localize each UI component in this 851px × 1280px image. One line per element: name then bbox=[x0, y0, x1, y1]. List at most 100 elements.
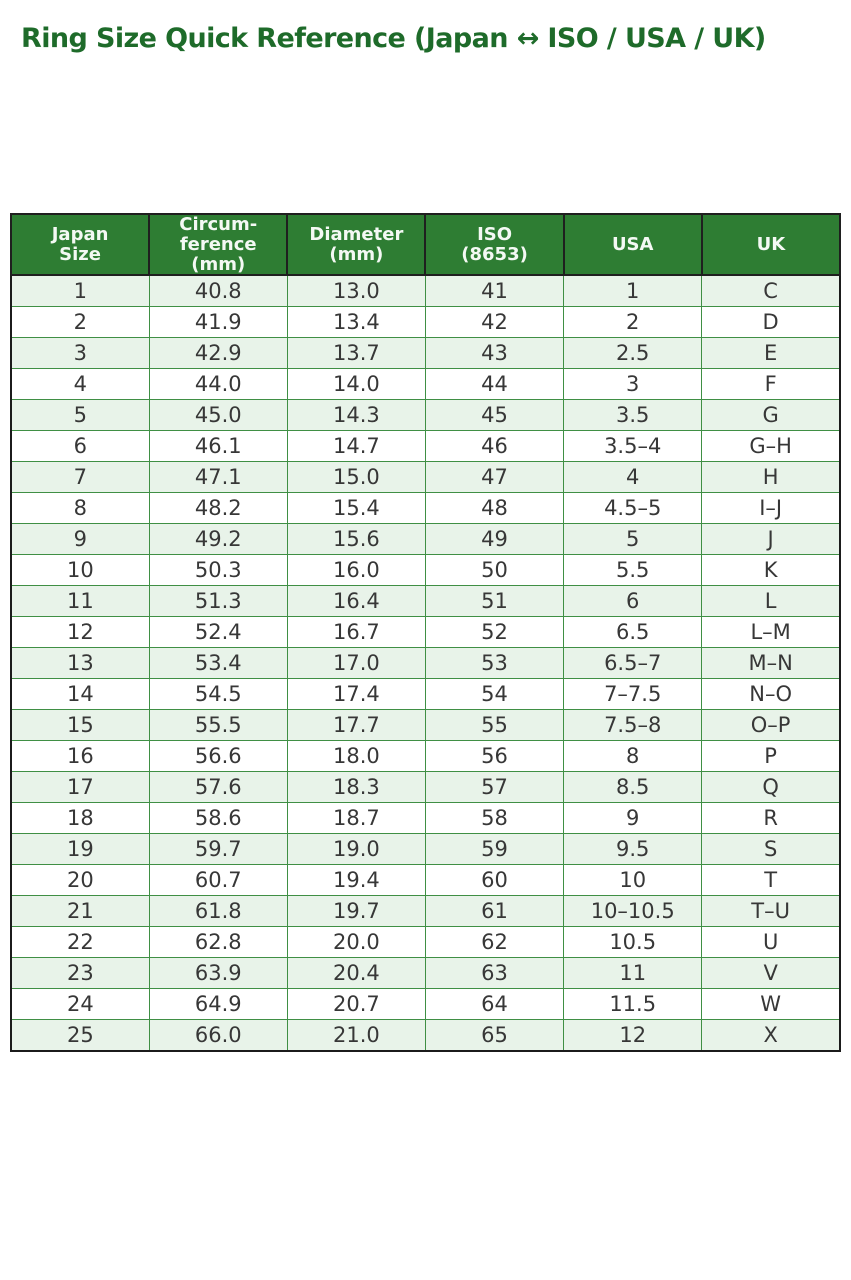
cell-iso-8653: 57 bbox=[424, 771, 565, 804]
cell-circumference-mm: 66.0 bbox=[148, 1019, 288, 1052]
cell-diameter-mm: 13.7 bbox=[286, 337, 426, 370]
table-row: 14 54.5 17.4 54 7–7.5 N–O bbox=[10, 678, 841, 711]
table-row: 20 60.7 19.4 60 10 T bbox=[10, 864, 841, 897]
table-row: 19 59.7 19.0 59 9.5 S bbox=[10, 833, 841, 866]
cell-uk: L bbox=[701, 585, 841, 618]
table-row: 10 50.3 16.0 50 5.5 K bbox=[10, 554, 841, 587]
cell-usa: 8 bbox=[563, 740, 703, 773]
cell-iso-8653: 63 bbox=[424, 957, 565, 990]
table-row: 15 55.5 17.7 55 7.5–8 O–P bbox=[10, 709, 841, 742]
table-row: 5 45.0 14.3 45 3.5 G bbox=[10, 399, 841, 432]
cell-japan-size: 5 bbox=[10, 399, 150, 432]
table-row: 7 47.1 15.0 47 4 H bbox=[10, 461, 841, 494]
cell-uk: U bbox=[701, 926, 841, 959]
cell-diameter-mm: 15.6 bbox=[286, 523, 426, 556]
table-row: 12 52.4 16.7 52 6.5 L–M bbox=[10, 616, 841, 649]
cell-diameter-mm: 18.3 bbox=[286, 771, 426, 804]
cell-iso-8653: 41 bbox=[424, 274, 565, 308]
cell-usa: 10 bbox=[563, 864, 703, 897]
cell-usa: 9.5 bbox=[563, 833, 703, 866]
cell-usa: 7.5–8 bbox=[563, 709, 703, 742]
cell-iso-8653: 60 bbox=[424, 864, 565, 897]
cell-usa: 6.5 bbox=[563, 616, 703, 649]
cell-circumference-mm: 54.5 bbox=[148, 678, 288, 711]
col-header-uk: UK bbox=[700, 212, 842, 277]
cell-iso-8653: 61 bbox=[424, 895, 565, 928]
cell-japan-size: 13 bbox=[10, 647, 150, 680]
col-header-japan-size: Japan Size bbox=[9, 212, 151, 277]
cell-diameter-mm: 14.0 bbox=[286, 368, 426, 401]
cell-circumference-mm: 56.6 bbox=[148, 740, 288, 773]
cell-uk: N–O bbox=[701, 678, 841, 711]
cell-usa: 1 bbox=[563, 274, 703, 308]
cell-circumference-mm: 41.9 bbox=[148, 306, 288, 339]
cell-uk: M–N bbox=[701, 647, 841, 680]
cell-uk: C bbox=[701, 274, 841, 308]
cell-diameter-mm: 21.0 bbox=[286, 1019, 426, 1052]
cell-usa: 10.5 bbox=[563, 926, 703, 959]
cell-iso-8653: 44 bbox=[424, 368, 565, 401]
cell-uk: P bbox=[701, 740, 841, 773]
cell-uk: S bbox=[701, 833, 841, 866]
cell-diameter-mm: 15.0 bbox=[286, 461, 426, 494]
cell-circumference-mm: 59.7 bbox=[148, 833, 288, 866]
col-header-diameter: Diameter (mm) bbox=[286, 212, 427, 277]
cell-japan-size: 7 bbox=[10, 461, 150, 494]
cell-usa: 3 bbox=[563, 368, 703, 401]
cell-japan-size: 8 bbox=[10, 492, 150, 525]
cell-circumference-mm: 46.1 bbox=[148, 430, 288, 463]
col-header-circumference: Circum- ference (mm) bbox=[148, 212, 289, 277]
cell-japan-size: 17 bbox=[10, 771, 150, 804]
cell-iso-8653: 64 bbox=[424, 988, 565, 1021]
cell-iso-8653: 59 bbox=[424, 833, 565, 866]
cell-japan-size: 12 bbox=[10, 616, 150, 649]
cell-diameter-mm: 13.4 bbox=[286, 306, 426, 339]
cell-usa: 4.5–5 bbox=[563, 492, 703, 525]
cell-circumference-mm: 58.6 bbox=[148, 802, 288, 835]
cell-usa: 2 bbox=[563, 306, 703, 339]
cell-circumference-mm: 63.9 bbox=[148, 957, 288, 990]
cell-uk: X bbox=[701, 1019, 841, 1052]
cell-iso-8653: 48 bbox=[424, 492, 565, 525]
cell-usa: 6.5–7 bbox=[563, 647, 703, 680]
cell-japan-size: 1 bbox=[10, 274, 150, 308]
table-row: 17 57.6 18.3 57 8.5 Q bbox=[10, 771, 841, 804]
cell-diameter-mm: 17.7 bbox=[286, 709, 426, 742]
cell-iso-8653: 52 bbox=[424, 616, 565, 649]
cell-uk: G bbox=[701, 399, 841, 432]
cell-japan-size: 20 bbox=[10, 864, 150, 897]
cell-uk: W bbox=[701, 988, 841, 1021]
cell-diameter-mm: 19.4 bbox=[286, 864, 426, 897]
cell-circumference-mm: 42.9 bbox=[148, 337, 288, 370]
cell-uk: G–H bbox=[701, 430, 841, 463]
table-row: 16 56.6 18.0 56 8 P bbox=[10, 740, 841, 773]
table-row: 4 44.0 14.0 44 3 F bbox=[10, 368, 841, 401]
cell-iso-8653: 46 bbox=[424, 430, 565, 463]
table-row: 9 49.2 15.6 49 5 J bbox=[10, 523, 841, 556]
col-header-usa: USA bbox=[562, 212, 703, 277]
cell-japan-size: 2 bbox=[10, 306, 150, 339]
cell-diameter-mm: 20.0 bbox=[286, 926, 426, 959]
cell-circumference-mm: 62.8 bbox=[148, 926, 288, 959]
cell-japan-size: 24 bbox=[10, 988, 150, 1021]
cell-diameter-mm: 19.7 bbox=[286, 895, 426, 928]
cell-usa: 4 bbox=[563, 461, 703, 494]
cell-circumference-mm: 48.2 bbox=[148, 492, 288, 525]
cell-uk: E bbox=[701, 337, 841, 370]
cell-usa: 3.5 bbox=[563, 399, 703, 432]
cell-usa: 9 bbox=[563, 802, 703, 835]
col-header-iso: ISO (8653) bbox=[424, 212, 565, 277]
cell-usa: 11.5 bbox=[563, 988, 703, 1021]
cell-diameter-mm: 14.3 bbox=[286, 399, 426, 432]
cell-diameter-mm: 18.7 bbox=[286, 802, 426, 835]
cell-uk: V bbox=[701, 957, 841, 990]
cell-diameter-mm: 16.7 bbox=[286, 616, 426, 649]
cell-usa: 10–10.5 bbox=[563, 895, 703, 928]
table-row: 21 61.8 19.7 61 10–10.5 T–U bbox=[10, 895, 841, 928]
table-row: 6 46.1 14.7 46 3.5–4 G–H bbox=[10, 430, 841, 463]
cell-iso-8653: 42 bbox=[424, 306, 565, 339]
cell-diameter-mm: 17.0 bbox=[286, 647, 426, 680]
cell-diameter-mm: 16.0 bbox=[286, 554, 426, 587]
table-row: 13 53.4 17.0 53 6.5–7 M–N bbox=[10, 647, 841, 680]
cell-circumference-mm: 52.4 bbox=[148, 616, 288, 649]
